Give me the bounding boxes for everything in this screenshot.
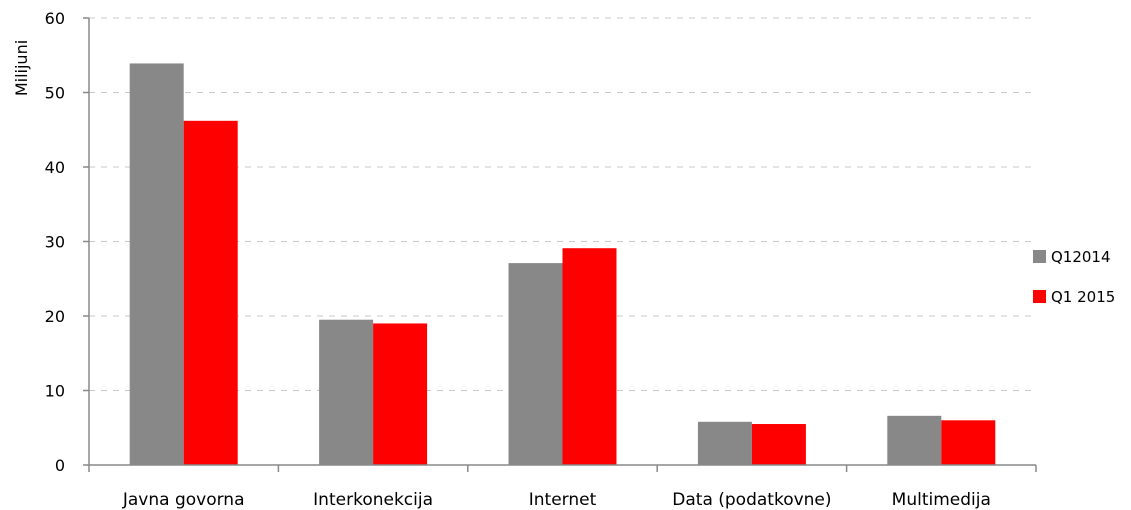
x-tick-label: Javna govorna: [122, 490, 245, 510]
y-tick-label: 10: [45, 382, 65, 401]
x-tick-labels: Javna govorna Interkonekcija Internet Data …: [122, 490, 991, 510]
x-tick-label: Interkonekcija: [313, 490, 433, 510]
bar-q1-2015: [751, 424, 806, 465]
y-tick-label: 0: [55, 456, 65, 475]
legend-swatch: [1033, 290, 1046, 303]
y-tick-labels: 0 10 20 30 40 50 60: [45, 9, 65, 475]
bar-q1-2015: [941, 420, 996, 465]
bar-q12014: [319, 319, 374, 465]
legend-label: Q12014: [1051, 248, 1111, 266]
x-tick-label: Data (podatkovne): [672, 490, 831, 510]
legend-label: Q1 2015: [1051, 288, 1115, 306]
bar-q12014: [697, 421, 752, 465]
bars: [129, 63, 996, 465]
y-axis-label: Milijuni: [12, 40, 31, 96]
bar-q1-2015: [562, 248, 617, 465]
x-tick-label: Multimedija: [892, 490, 991, 510]
bar-q1-2015: [373, 323, 428, 465]
legend: Q12014 Q1 2015: [1033, 248, 1115, 306]
y-tick-label: 50: [45, 84, 65, 103]
y-tick-label: 30: [45, 233, 65, 252]
axes: [83, 17, 1037, 472]
bar-q12014: [887, 415, 942, 465]
bar-q12014: [129, 63, 184, 465]
x-tick-label: Internet: [529, 490, 597, 510]
y-tick-label: 60: [45, 9, 65, 28]
bar-q1-2015: [183, 120, 238, 465]
bar-q12014: [508, 263, 563, 465]
y-tick-label: 40: [45, 158, 65, 177]
y-tick-label: 20: [45, 307, 65, 326]
legend-swatch: [1033, 250, 1046, 263]
